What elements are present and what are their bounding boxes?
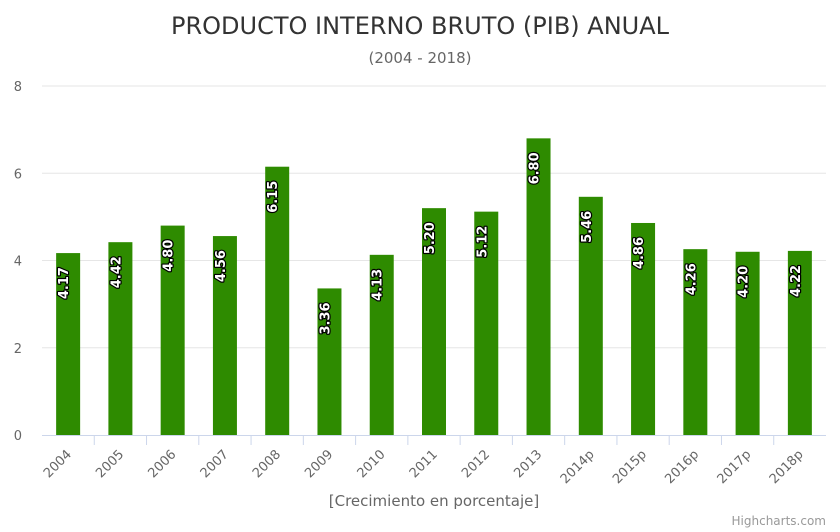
bar-series (56, 138, 812, 436)
bar-2014p[interactable] (578, 196, 603, 435)
credits-link[interactable]: Highcharts.com (732, 514, 826, 528)
data-label: 4.20 (737, 266, 752, 298)
x-tick-label: 2006 (145, 447, 179, 481)
y-tick-label: 6 (14, 167, 22, 182)
bar-2005[interactable] (108, 242, 133, 435)
data-label: 4.42 (109, 256, 124, 288)
bar-2016p[interactable] (683, 249, 708, 435)
bar-2018p[interactable] (787, 250, 812, 435)
x-tick-label: 2004 (41, 447, 75, 481)
y-tick-label: 2 (14, 342, 22, 357)
x-tick-label: 2009 (302, 447, 336, 481)
bar-2009[interactable] (317, 288, 342, 435)
x-axis-ticks: 2004 2005 2006 2007 2008 2009 2010 2011 2012 2013… (41, 435, 807, 487)
data-label: 4.56 (214, 250, 229, 282)
y-tick-label: 8 (14, 80, 22, 95)
x-tick-label: 2018p (767, 447, 807, 487)
y-axis-ticks: 0 2 4 6 8 (14, 80, 22, 444)
data-label: 6.15 (266, 181, 281, 213)
bar-2017p[interactable] (735, 251, 760, 435)
bar-2013[interactable] (526, 138, 551, 435)
bar-2015p[interactable] (631, 222, 656, 435)
data-label: 4.80 (162, 240, 177, 272)
bar-2011[interactable] (422, 208, 446, 435)
chart-subtitle: (2004 - 2018) (368, 49, 471, 67)
x-tick-label: 2013 (511, 447, 545, 481)
bar-2007[interactable] (212, 236, 237, 435)
y-tick-label: 0 (14, 429, 22, 444)
data-label: 5.20 (423, 222, 438, 254)
x-tick-label: 2005 (93, 447, 127, 481)
data-label: 3.36 (318, 302, 333, 334)
data-labels: 4.17 4.42 4.80 4.56 6.15 3.36 4.13 5.20 5.12 6.80… (56, 151, 805, 336)
data-label: 4.86 (632, 237, 647, 269)
x-tick-label: 2016p (662, 447, 702, 487)
x-tick-label: 2015p (610, 447, 650, 487)
data-label: 4.26 (684, 263, 699, 295)
data-label: 6.80 (528, 152, 543, 184)
x-tick-label: 2010 (355, 447, 389, 481)
x-tick-label: 2017p (715, 447, 755, 487)
x-tick-label: 2011 (407, 447, 441, 481)
bar-2012[interactable] (474, 211, 499, 435)
x-axis-title: [Crecimiento en porcentaje] (329, 492, 540, 510)
data-label: 5.12 (475, 226, 490, 258)
data-label: 4.13 (371, 269, 386, 301)
y-tick-label: 4 (14, 255, 22, 270)
x-tick-label: 2014p (558, 447, 598, 487)
data-label: 4.22 (789, 265, 804, 297)
x-tick-label: 2012 (459, 447, 493, 481)
bar-2004[interactable] (56, 253, 81, 435)
data-label: 5.46 (580, 211, 595, 243)
x-tick-label: 2008 (250, 447, 284, 481)
bar-2010[interactable] (369, 254, 394, 435)
data-label: 4.17 (57, 267, 72, 299)
chart-title: PRODUCTO INTERNO BRUTO (PIB) ANUAL (171, 12, 670, 40)
bar-2006[interactable] (160, 225, 185, 435)
x-tick-label: 2007 (198, 447, 232, 481)
bar-2008[interactable] (265, 166, 290, 436)
